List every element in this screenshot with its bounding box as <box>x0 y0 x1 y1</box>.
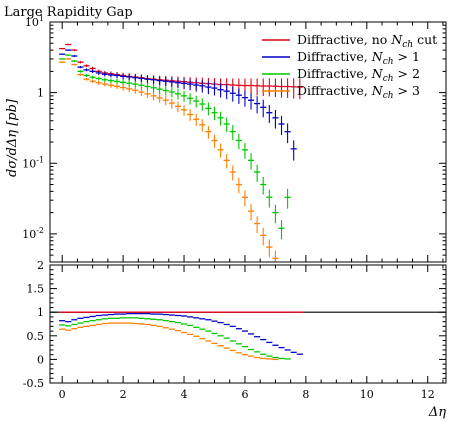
top-y-tick-label: 101 <box>25 14 44 29</box>
ratio-series-3 <box>59 322 279 361</box>
top-y-tick-label: 10-2 <box>22 226 44 241</box>
x-tick-label: 2 <box>120 388 127 401</box>
ratio-y-tick-label: 0.5 <box>27 330 45 343</box>
ratio-y-tick-label: 1.5 <box>27 283 45 296</box>
ratio-y-tick-label: 2 <box>37 259 44 272</box>
top-panel-series <box>59 43 303 262</box>
x-tick-label: 4 <box>181 388 188 401</box>
top-panel-ticks <box>50 21 446 263</box>
x-tick-labels: 0 2 4 6 8 10 12 <box>59 388 435 401</box>
ratio-panel-series <box>59 311 303 361</box>
x-tick-label: 8 <box>302 388 309 401</box>
ratio-y-tick-label: 0 <box>37 353 44 366</box>
ratio-y-tick-label: 1 <box>37 306 44 319</box>
ratio-series-2 <box>59 317 291 360</box>
top-y-tick-label: 10-1 <box>22 155 44 170</box>
ratio-panel-ticks <box>50 264 446 384</box>
x-axis-label: Δη <box>428 405 446 420</box>
legend-entry: Diffractive, Nch > 1 <box>297 49 420 67</box>
top-y-tick-label: 1 <box>37 87 44 100</box>
top-series-1 <box>59 49 297 161</box>
ratio-panel-frame <box>49 264 447 384</box>
x-tick-label: 10 <box>360 388 374 401</box>
chart-title: Large Rapidity Gap <box>4 5 133 20</box>
ratio-panel: -0.5 0 0.5 1 1.5 2 <box>23 259 447 390</box>
legend-entry: Diffractive, Nch > 2 <box>297 66 420 84</box>
top-panel-y-tick-labels: 10-2 10-1 1 101 <box>22 14 44 241</box>
legend-entry: Diffractive, Nch > 3 <box>297 83 420 101</box>
x-tick-label: 6 <box>241 388 248 401</box>
ratio-panel-y-tick-labels: -0.5 0 0.5 1 1.5 2 <box>23 259 44 390</box>
top-series-3 <box>59 58 279 262</box>
ratio-y-tick-label: -0.5 <box>23 377 44 390</box>
top-panel: 10-2 10-1 1 101 dσ/dΔη [pb] <box>5 14 447 263</box>
y-axis-label: dσ/dΔη [pb] <box>5 98 20 177</box>
x-tick-label: 12 <box>421 388 435 401</box>
x-tick-label: 0 <box>59 388 66 401</box>
legend-entry: Diffractive, no Nch cut <box>297 32 437 50</box>
top-series-2 <box>59 54 291 240</box>
ratio-series-1 <box>59 312 303 355</box>
